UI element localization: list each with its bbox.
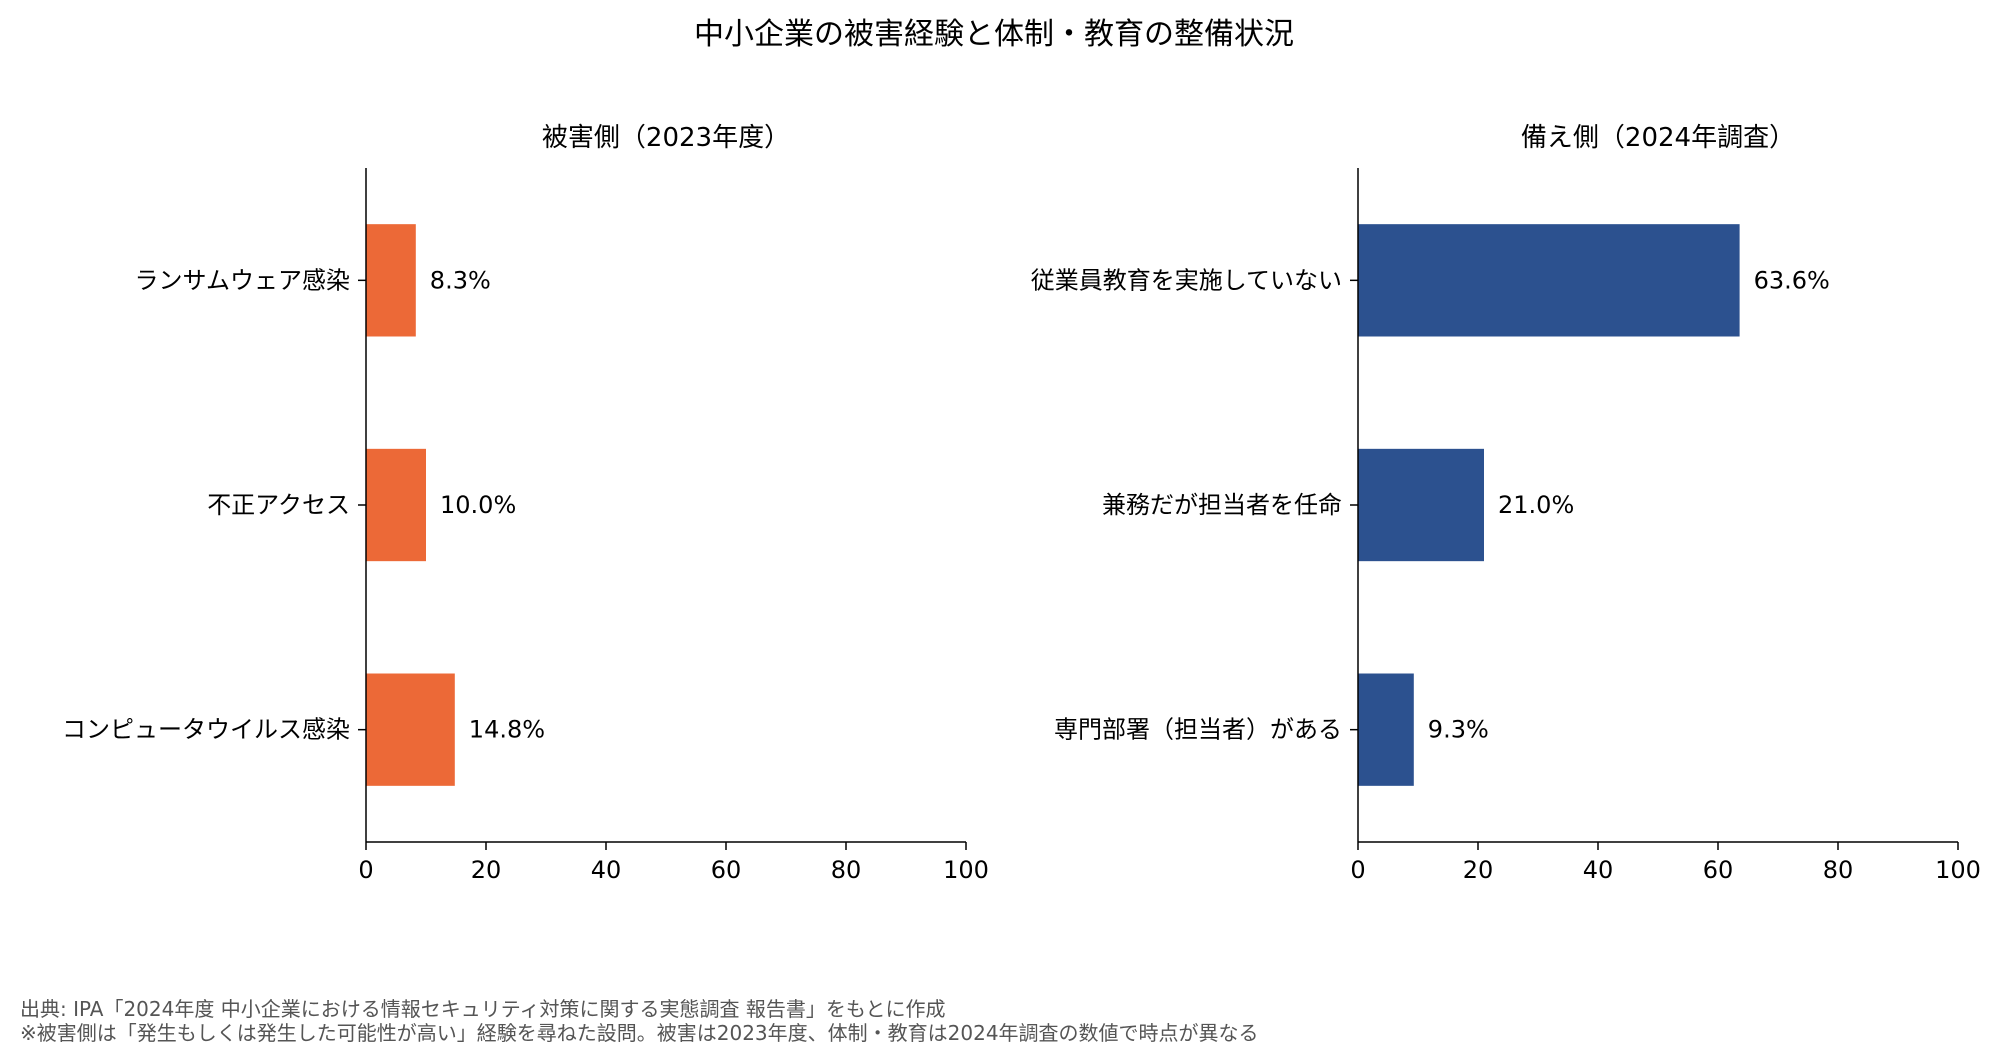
damage-panel: 被害側（2023年度） ランサムウェア感染 8.3% 不正アクセス 10.0% コンピュー…: [62, 123, 989, 884]
prep-x-tick-label: 0: [1350, 856, 1365, 884]
damage-x-tick-label: 0: [358, 856, 373, 884]
damage-panel-title: 被害側（2023年度）: [542, 123, 790, 153]
prep-value-label: 9.3%: [1428, 716, 1489, 744]
prep-category-label: 従業員教育を実施していない: [1031, 266, 1342, 294]
prep-x-tick-label: 80: [1823, 856, 1854, 884]
prep-x-tick-label: 40: [1583, 856, 1614, 884]
damage-value-label: 10.0%: [440, 491, 516, 519]
damage-value-label: 14.8%: [469, 716, 545, 744]
damage-x-tick-label: 40: [591, 856, 622, 884]
damage-x-tick-label: 100: [943, 856, 989, 884]
prep-bar: [1358, 448, 1484, 562]
source-note: 出典: IPA「2024年度 中小企業における情報セキュリティ対策に関する実態調…: [20, 997, 945, 1021]
prep-value-label: 21.0%: [1498, 491, 1574, 519]
damage-category-label: コンピュータウイルス感染: [62, 716, 350, 744]
damage-bar: [366, 673, 455, 786]
remark-note: ※被害側は「発生もしくは発生した可能性が高い」経験を尋ねた設問。被害は2023年…: [20, 1021, 1259, 1045]
prep-x-tick-label: 60: [1703, 856, 1734, 884]
prep-bar: [1358, 673, 1414, 786]
prep-x-tick-label: 20: [1463, 856, 1494, 884]
prep-category-label: 専門部署（担当者）がある: [1054, 716, 1342, 744]
damage-bar: [366, 224, 416, 337]
damage-bar: [366, 448, 426, 562]
chart-suptitle: 中小企業の被害経験と体制・教育の整備状況: [694, 17, 1294, 52]
damage-value-label: 8.3%: [430, 266, 491, 294]
prep-value-label: 63.6%: [1754, 266, 1830, 294]
prep-bar: [1358, 224, 1740, 337]
preparedness-panel: 備え側（2024年調査） 従業員教育を実施していない 63.6% 兼務だが担当者を任命…: [1031, 123, 1981, 884]
damage-category-label: ランサムウェア感染: [134, 266, 350, 294]
prep-panel-title: 備え側（2024年調査）: [1521, 123, 1795, 153]
damage-x-tick-label: 80: [831, 856, 862, 884]
prep-x-tick-label: 100: [1935, 856, 1981, 884]
damage-x-tick-label: 20: [471, 856, 502, 884]
damage-category-label: 不正アクセス: [207, 491, 350, 519]
prep-category-label: 兼務だが担当者を任命: [1102, 491, 1342, 519]
damage-x-tick-label: 60: [711, 856, 742, 884]
